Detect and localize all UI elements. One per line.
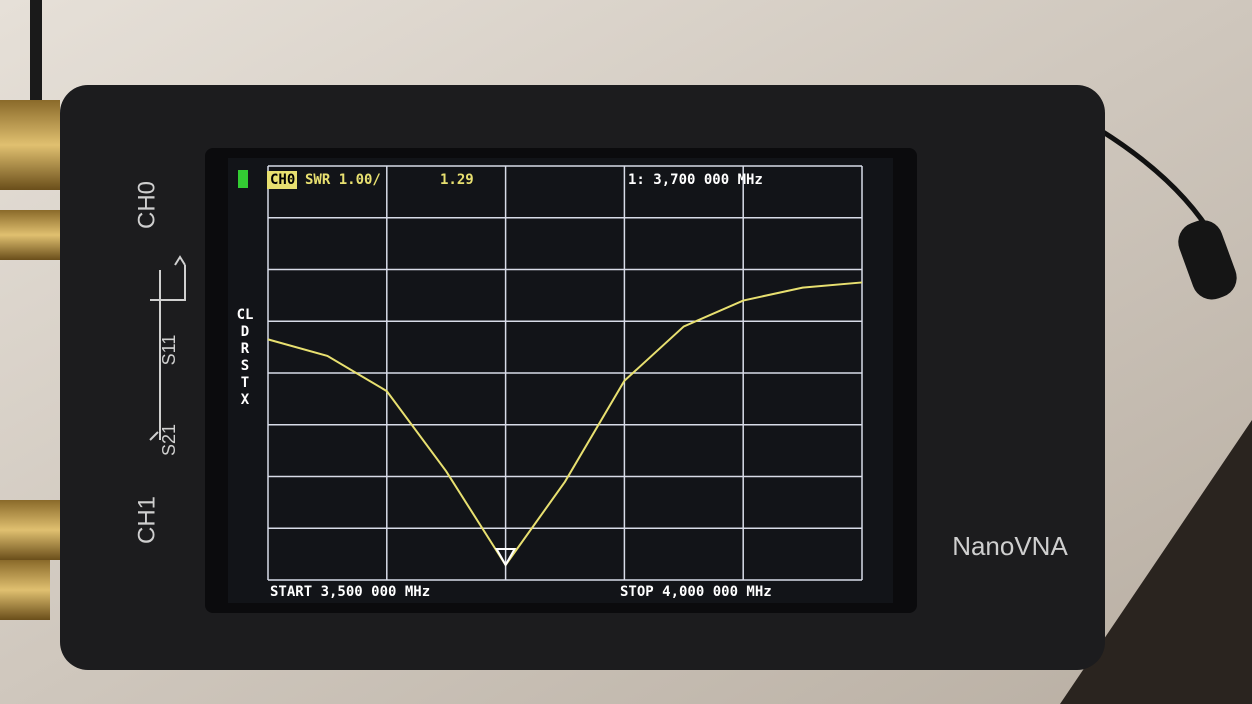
photo: CH0 CH1 S11 S21 NanoVNA CH0 SWR 1.00/1.29…	[0, 0, 1252, 704]
menu-item: CL	[237, 307, 254, 323]
battery	[238, 170, 248, 188]
connector	[0, 560, 50, 620]
port-label: S11	[159, 335, 179, 366]
marker-value: 1.29	[440, 172, 474, 188]
connector	[0, 100, 60, 190]
port-label: CH0	[133, 181, 160, 229]
device-name: NanoVNA	[952, 531, 1068, 561]
lcd	[228, 158, 893, 603]
menu-item: X	[241, 392, 250, 408]
menu-item: D	[241, 324, 249, 340]
menu-item: T	[241, 375, 249, 391]
port-label: S21	[159, 424, 179, 456]
menu-item: R	[241, 341, 250, 357]
marker-label: 1: 3,700 000 MHz	[628, 172, 763, 188]
trace-label: CH0	[270, 172, 295, 188]
scale-label: SWR 1.00/	[305, 172, 381, 188]
stop-label: STOP 4,000 000 MHz	[620, 584, 772, 600]
port-label: CH1	[133, 496, 160, 544]
page: CH0 CH1 S11 S21 NanoVNA CH0 SWR 1.00/1.29…	[0, 0, 1252, 704]
menu-item: S	[241, 358, 249, 374]
start-label: START 3,500 000 MHz	[270, 584, 430, 600]
